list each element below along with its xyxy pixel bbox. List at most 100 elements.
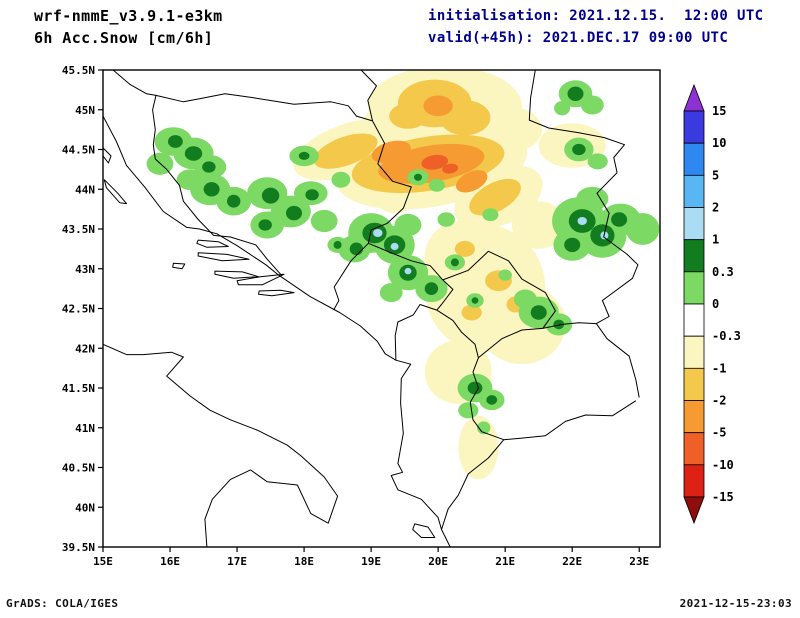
colorbar-label: -10 bbox=[712, 458, 734, 472]
colorbar: 15 10 5 2 1 0.3 0 -0.3 -1 -2 -5 -10 -15 bbox=[683, 83, 741, 525]
snow-patch bbox=[486, 395, 498, 405]
snow-patch bbox=[423, 95, 453, 117]
snow-patch bbox=[572, 143, 586, 156]
outline-island-corfu bbox=[412, 523, 436, 538]
snow-patch bbox=[227, 194, 241, 208]
colorbar-label: 0 bbox=[712, 297, 719, 311]
snow-patch bbox=[390, 242, 399, 251]
valid-time: valid(+45h): 2021.DEC.17 09:00 UTC bbox=[428, 30, 729, 46]
axis-ticks: 15E 16E 17E 18E 19E 20E 21E 22E 23E 45.5N 45N 44.5N… bbox=[62, 64, 649, 568]
colorbar-label: -5 bbox=[712, 426, 726, 440]
x-tick-label: 19E bbox=[361, 555, 381, 568]
snow-patch bbox=[379, 283, 403, 303]
y-tick-label: 44.5N bbox=[62, 144, 95, 157]
outline-italy-coast bbox=[103, 343, 339, 547]
outline-border-slo-cro bbox=[112, 70, 157, 96]
colorbar-segment bbox=[683, 464, 705, 498]
snow-patch bbox=[349, 242, 364, 256]
snow-patch bbox=[310, 209, 338, 233]
x-tick-label: 20E bbox=[428, 555, 448, 568]
x-tick-label: 21E bbox=[495, 555, 515, 568]
colorbar-label: -0.3 bbox=[712, 329, 741, 343]
outline-border-mne-kos bbox=[436, 279, 454, 311]
outline-border-srb-rou bbox=[528, 70, 625, 173]
outline-island-dugi-otok bbox=[103, 179, 127, 205]
colorbar-segment bbox=[683, 142, 705, 176]
snow-patch bbox=[286, 205, 302, 221]
snow-patch bbox=[454, 240, 475, 257]
snow-patch bbox=[450, 258, 459, 267]
outline-border-mne-srb bbox=[368, 242, 444, 281]
colorbar-label: 0.3 bbox=[712, 265, 734, 279]
snow-patch bbox=[439, 100, 491, 136]
snow-patch bbox=[587, 153, 608, 170]
outline-border-bih-north-east bbox=[152, 93, 412, 311]
colorbar-label: 2 bbox=[712, 201, 719, 215]
y-tick-label: 44N bbox=[75, 183, 95, 196]
snow-patch bbox=[511, 201, 566, 249]
snow-patch bbox=[389, 103, 427, 129]
field-title: 6h Acc.Snow [cm/6h] bbox=[34, 29, 214, 47]
x-tick-label: 23E bbox=[629, 555, 649, 568]
outline-border-kos-alb bbox=[436, 309, 479, 358]
y-tick-label: 42N bbox=[75, 342, 95, 355]
outline-island-vis bbox=[172, 262, 186, 270]
colorbar-label: 10 bbox=[712, 136, 726, 150]
snow-patch bbox=[576, 186, 609, 211]
snow-patch bbox=[424, 282, 439, 295]
snow-patch bbox=[577, 217, 587, 225]
y-tick-label: 41N bbox=[75, 422, 95, 435]
x-tick-label: 18E bbox=[294, 555, 314, 568]
map-borders-layer bbox=[103, 70, 640, 547]
x-tick-label: 16E bbox=[160, 555, 180, 568]
snow-patch bbox=[553, 319, 565, 330]
x-tick-label: 22E bbox=[562, 555, 582, 568]
snow-patch bbox=[202, 161, 216, 173]
colorbar-segment bbox=[683, 303, 705, 337]
snow-shading-layer bbox=[146, 70, 660, 480]
grads-credit: GrADS: COLA/IGES bbox=[6, 597, 119, 610]
snow-patch bbox=[564, 237, 581, 253]
snow-patch bbox=[554, 101, 571, 116]
outline-border-mne-alb bbox=[394, 304, 437, 361]
colorbar-label: 1 bbox=[712, 233, 719, 247]
snow-patch bbox=[461, 304, 482, 321]
colorbar-segment bbox=[683, 335, 705, 369]
y-tick-label: 45.5N bbox=[62, 64, 95, 77]
snow-patch bbox=[482, 208, 499, 222]
snow-patch bbox=[168, 135, 183, 148]
snow-patch bbox=[331, 171, 351, 188]
snow-patch bbox=[298, 151, 310, 160]
y-tick-label: 43N bbox=[75, 263, 95, 276]
outline-island-korcula bbox=[214, 270, 259, 279]
colorbar-segment bbox=[683, 207, 705, 241]
initialisation-time: initialisation: 2021.12.15. 12:00 UTC bbox=[428, 8, 764, 24]
snow-patch bbox=[513, 289, 537, 309]
colorbar-label: -15 bbox=[712, 490, 734, 504]
colorbar-segment bbox=[683, 432, 705, 466]
snow-patch bbox=[580, 95, 604, 115]
snow-patch bbox=[203, 182, 220, 197]
y-tick-label: 40N bbox=[75, 501, 95, 514]
colorbar-label: 15 bbox=[712, 104, 726, 118]
snow-patch bbox=[471, 297, 479, 304]
colorbar-label: -2 bbox=[712, 394, 726, 408]
colorbar-segment bbox=[683, 271, 705, 305]
snow-patch bbox=[567, 86, 584, 102]
outline-border-alb-mkd bbox=[469, 357, 504, 441]
snow-patch bbox=[467, 381, 483, 395]
snow-patch bbox=[625, 213, 660, 245]
outline-border-mkd-grc bbox=[503, 400, 637, 441]
snow-patch bbox=[404, 267, 412, 275]
colorbar-segment bbox=[683, 367, 705, 401]
y-tick-label: 42.5N bbox=[62, 303, 95, 316]
snow-patch bbox=[176, 169, 204, 190]
colorbar-segment bbox=[683, 239, 705, 273]
outline-adriatic-east-coast bbox=[103, 115, 451, 547]
outline-border-alb-grc bbox=[441, 439, 505, 530]
snow-patch bbox=[442, 163, 459, 174]
colorbar-segment bbox=[683, 400, 705, 434]
outline-island-hvar bbox=[197, 252, 250, 262]
snow-patch bbox=[371, 140, 411, 164]
snow-patch bbox=[313, 133, 378, 169]
